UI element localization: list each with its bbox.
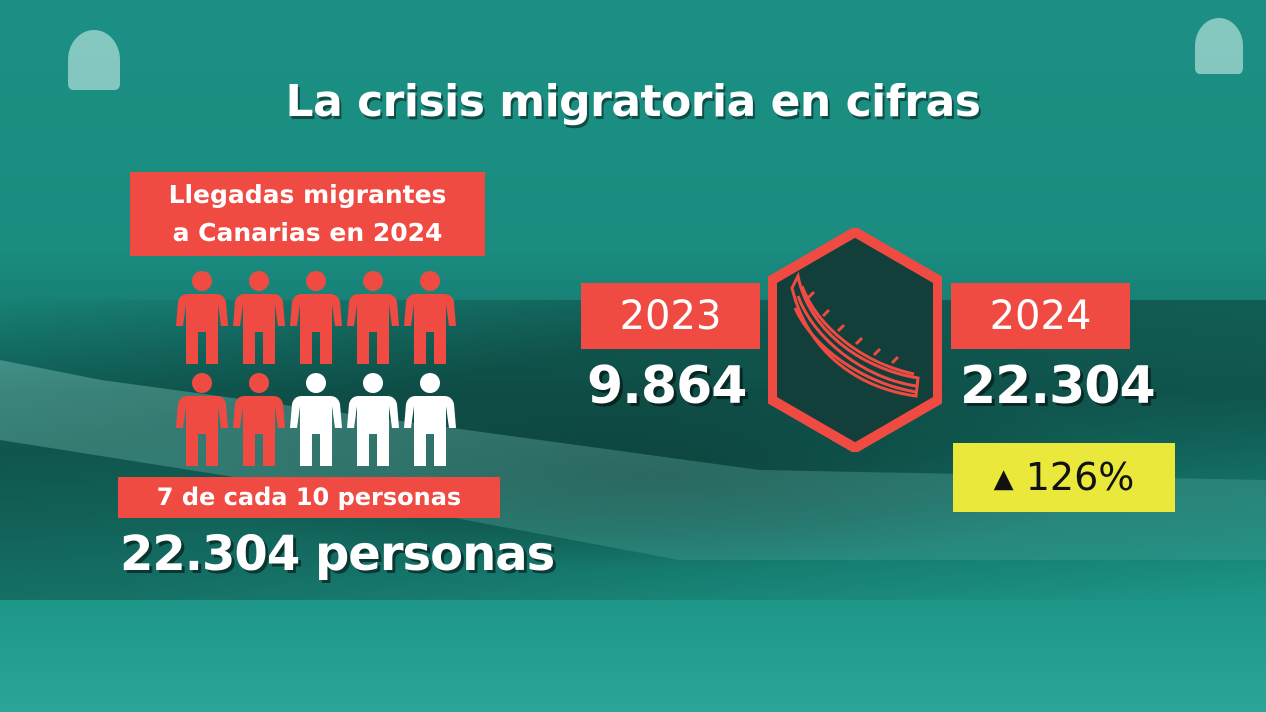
change-badge: ▲ 126% [953,443,1175,512]
person-icon-highlighted [233,270,290,366]
triangle-up-icon: ▲ [993,464,1014,494]
person-icon [347,372,404,468]
buoy [68,30,120,90]
value-2024: 22.304 [960,356,1156,416]
value-2023: 9.864 [587,356,747,416]
year-2024-label: 2024 [951,283,1130,349]
person-icon-highlighted [176,270,233,366]
boat-icon [767,226,943,454]
boat-icon-badge [767,226,943,456]
arrivals-label-line1: Llegadas migrantes [168,180,447,209]
person-icon [290,372,347,468]
arrivals-label: Llegadas migrantes a Canarias en 2024 [130,172,485,256]
people-pictogram [176,270,466,468]
buoy [1195,18,1243,74]
total-persons: 22.304 personas [120,526,555,582]
change-value: 126% [1025,455,1135,499]
person-icon-highlighted [347,270,404,366]
year-2023-label: 2023 [581,283,760,349]
person-icon [404,372,461,468]
person-icon-highlighted [176,372,233,468]
ratio-label: 7 de cada 10 personas [118,477,500,518]
arrivals-label-line2: a Canarias en 2024 [172,218,443,247]
person-icon-highlighted [404,270,461,366]
page-title: La crisis migratoria en cifras [285,76,981,127]
person-icon-highlighted [233,372,290,468]
person-icon-highlighted [290,270,347,366]
